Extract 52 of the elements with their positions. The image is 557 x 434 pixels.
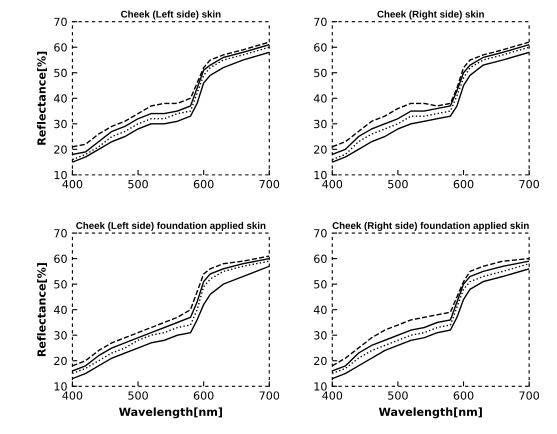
x-tick-label: 500 xyxy=(128,180,148,188)
x-tick-label: 600 xyxy=(194,180,214,188)
x-tick-label: 700 xyxy=(519,391,540,400)
x-tick-label: 600 xyxy=(454,180,474,188)
y-tick-label: 70 xyxy=(314,229,327,238)
x-tick-label: 700 xyxy=(519,180,540,188)
chart-title: Cheek (Left side) skin xyxy=(121,10,220,20)
y-tick-label: 30 xyxy=(314,120,327,128)
x-tick-label: 500 xyxy=(388,391,408,400)
x-tick-label: 400 xyxy=(322,391,342,400)
y-tick-label: 40 xyxy=(314,94,327,103)
y-tick-label: 40 xyxy=(54,306,67,314)
y-tick-label: 10 xyxy=(314,170,327,180)
x-tick-label: 700 xyxy=(260,180,280,188)
y-tick-label: 20 xyxy=(54,145,67,154)
y-tick-label: 70 xyxy=(54,229,67,238)
y-tick-label: 10 xyxy=(314,382,327,391)
y-tick-label: 20 xyxy=(314,356,327,366)
y-tick-label: 50 xyxy=(314,68,327,78)
y-axis-title: Reflectance[%] xyxy=(37,52,48,145)
y-tick-label: 40 xyxy=(54,94,67,103)
y-tick-label: 70 xyxy=(54,18,67,26)
y-tick-label: 20 xyxy=(314,145,327,154)
x-axis-title: Wavelength[nm] xyxy=(119,407,222,418)
y-axis-title: Reflectance[%] xyxy=(37,263,48,356)
y-tick-label: 50 xyxy=(54,68,67,78)
y-tick-label: 60 xyxy=(314,254,327,263)
y-tick-label: 30 xyxy=(54,331,67,340)
x-tick-label: 400 xyxy=(62,391,82,400)
y-tick-label: 70 xyxy=(314,18,327,26)
y-tick-label: 30 xyxy=(314,331,327,340)
y-tick-label: 30 xyxy=(54,120,67,128)
y-tick-label: 10 xyxy=(54,170,67,180)
chart-title: Cheek (Right side) skin xyxy=(377,10,484,20)
x-tick-label: 500 xyxy=(128,391,148,400)
y-tick-label: 50 xyxy=(314,280,327,289)
x-tick-label: 600 xyxy=(194,391,214,400)
y-tick-label: 60 xyxy=(54,43,67,52)
x-tick-label: 500 xyxy=(388,180,408,188)
y-tick-label: 50 xyxy=(54,280,67,289)
y-tick-label: 60 xyxy=(54,254,67,263)
x-tick-label: 400 xyxy=(322,180,342,188)
x-tick-label: 400 xyxy=(62,180,82,188)
chart-title: Cheek (Left side) foundation applied skin xyxy=(76,222,266,231)
x-tick-label: 700 xyxy=(260,391,280,400)
y-tick-label: 40 xyxy=(314,306,327,314)
y-tick-label: 10 xyxy=(54,382,67,391)
y-tick-label: 60 xyxy=(314,43,327,52)
x-tick-label: 600 xyxy=(454,391,474,400)
chart-title: Cheek (Right side) foundation applied skin xyxy=(332,222,529,231)
x-axis-title: Wavelength[nm] xyxy=(378,407,482,418)
y-tick-label: 20 xyxy=(54,356,67,366)
